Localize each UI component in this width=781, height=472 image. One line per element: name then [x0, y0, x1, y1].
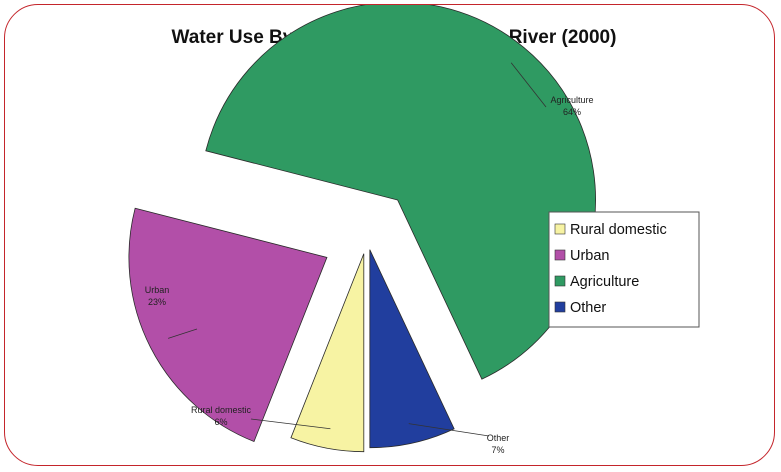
legend: Rural domestic Urban Agriculture Other [548, 211, 700, 328]
legend-label-agriculture: Agriculture [570, 274, 639, 290]
slice-label-name-other: Other [487, 433, 510, 443]
slice-label-rural-domestic: Rural domestic 6% [191, 405, 252, 427]
slice-label-pct-other: 7% [491, 445, 504, 455]
slice-label-agriculture: Agriculture 64% [550, 95, 593, 117]
leader-line-rural-domestic [250, 418, 331, 430]
slice-label-name-agriculture: Agriculture [550, 95, 593, 105]
chart-frame: Water Use By Sector - Whole Orange River… [4, 4, 775, 466]
legend-swatch-rural-domestic [554, 223, 566, 235]
slice-label-urban: Urban 23% [145, 285, 170, 307]
leader-line-other [408, 423, 490, 437]
legend-label-urban: Urban [570, 248, 610, 264]
leader-lines [168, 62, 547, 437]
legend-swatch-agriculture [554, 275, 566, 287]
pie-chart: Water Use By Sector - Whole Orange River… [128, 5, 700, 455]
slice-label-pct-agriculture: 64% [563, 107, 581, 117]
slice-label-name-urban: Urban [145, 285, 170, 295]
pie-slice-rural-domestic [290, 253, 365, 453]
slice-label-pct-rural-domestic: 6% [214, 417, 227, 427]
legend-label-other: Other [570, 300, 606, 316]
legend-label-rural-domestic: Rural domestic [570, 222, 667, 238]
pie-slice-urban [128, 207, 328, 443]
legend-entry-urban: Urban [554, 248, 610, 264]
legend-swatch-urban [554, 249, 566, 261]
legend-entry-other: Other [554, 300, 606, 316]
pie-slices [128, 5, 596, 453]
leader-line-agriculture [510, 62, 547, 108]
slice-labels: Agriculture 64% Urban 23% Rural domestic 6% Ot… [145, 95, 594, 455]
slice-label-other: Other 7% [487, 433, 510, 455]
legend-entry-rural-domestic: Rural domestic [554, 222, 667, 238]
slice-label-pct-urban: 23% [148, 297, 166, 307]
slice-label-name-rural-domestic: Rural domestic [191, 405, 252, 415]
leader-line-urban [168, 328, 198, 339]
pie-slice-other [369, 249, 455, 449]
legend-entry-agriculture: Agriculture [554, 274, 639, 290]
legend-box [548, 211, 700, 328]
legend-swatch-other [554, 301, 566, 313]
